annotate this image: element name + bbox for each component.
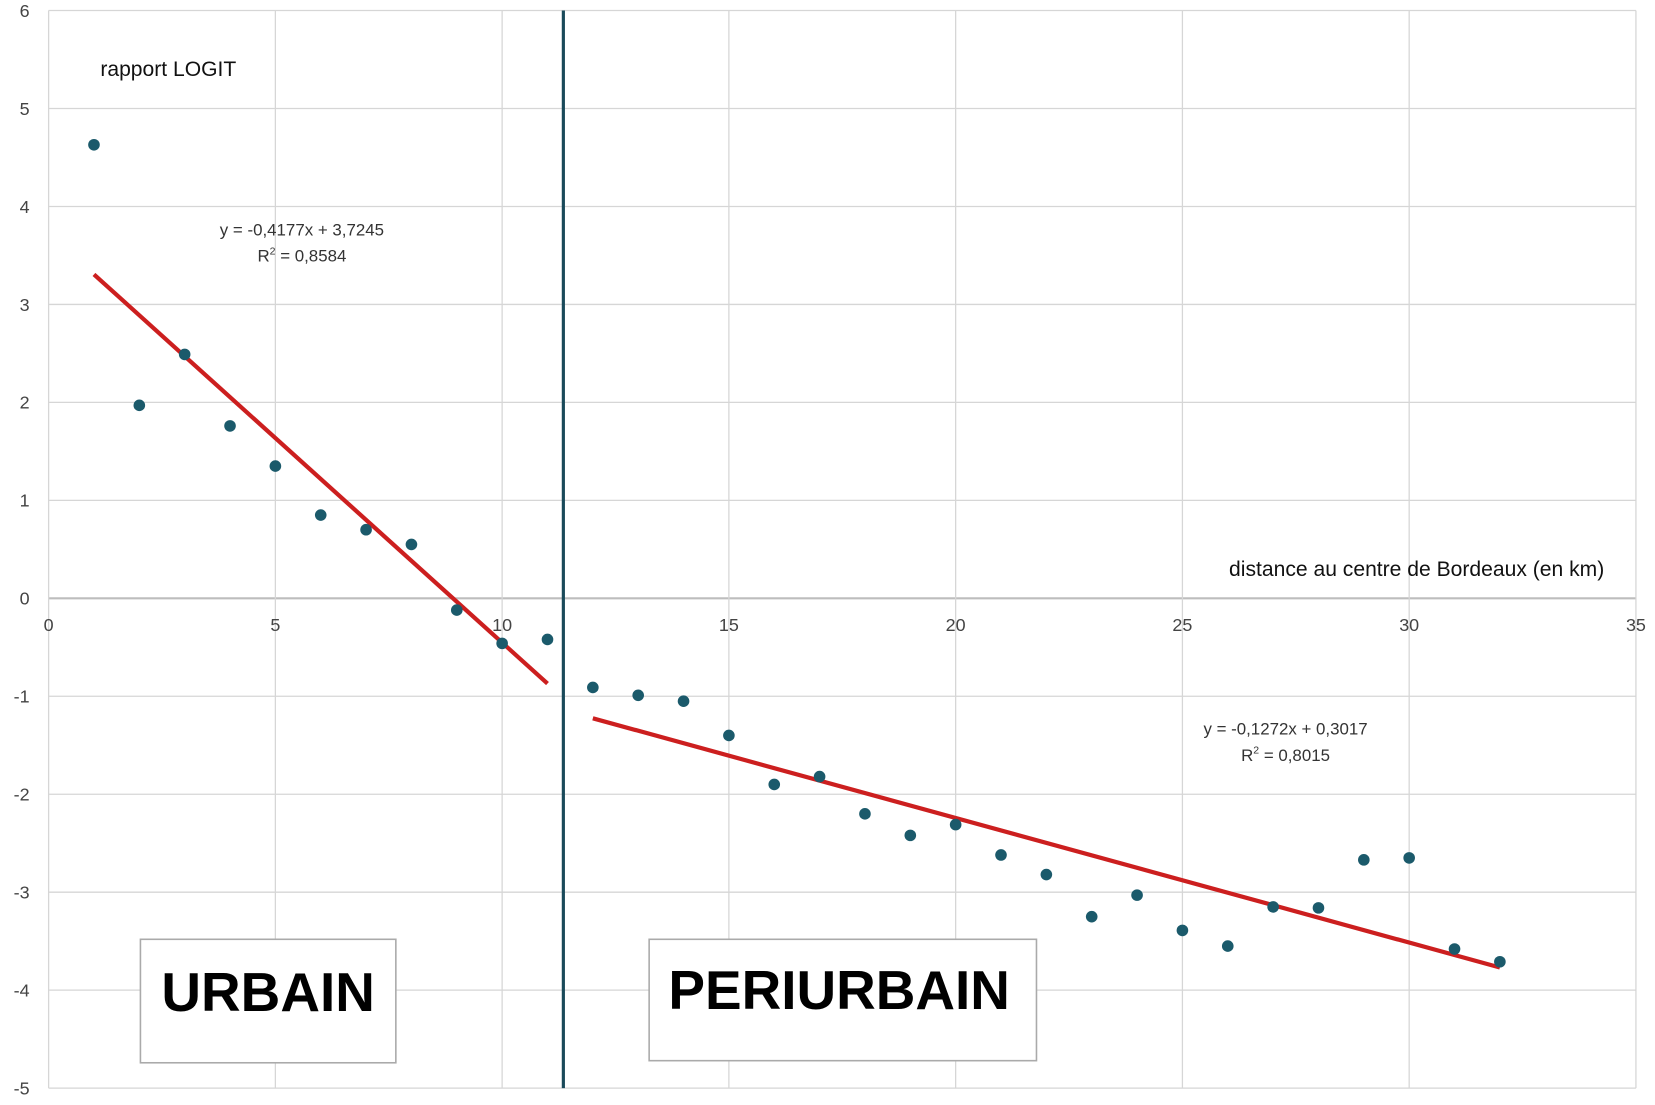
data-point (768, 778, 781, 791)
data-point (677, 695, 690, 707)
data-point (224, 420, 236, 432)
data-point (1448, 943, 1461, 955)
data-point (314, 509, 327, 521)
y-tick-label: 0 (20, 589, 30, 609)
data-point (1312, 902, 1325, 914)
trendline (92, 272, 549, 686)
trend-equation-periurbain: y = -0,1272x + 0,3017 (1203, 720, 1367, 739)
data-point (133, 399, 146, 412)
data-point (587, 681, 599, 694)
data-point (859, 808, 871, 820)
trend-r2-periurbain: R2 = 0,8015 (1241, 745, 1330, 765)
data-point (541, 633, 554, 646)
data-point (995, 849, 1007, 861)
y-tick-label: -3 (14, 883, 30, 903)
x-tick-label: 20 (946, 615, 966, 635)
trendline (592, 716, 1501, 970)
data-point (904, 829, 917, 842)
data-point (1358, 854, 1370, 866)
x-tick-label: 30 (1399, 615, 1419, 635)
y-tick-label: 5 (20, 99, 30, 119)
x-tick-label: 25 (1172, 615, 1192, 635)
x-axis-label: distance au centre de Bordeaux (en km) (1229, 558, 1604, 581)
data-point (1267, 901, 1279, 913)
y-tick-label: 2 (20, 393, 30, 413)
data-point (1494, 955, 1506, 968)
data-point (496, 637, 508, 650)
zone-box-urbain: URBAIN (139, 938, 397, 1064)
x-tick-label: 5 (270, 615, 280, 635)
x-tick-label: 15 (719, 615, 739, 635)
y-axis-label: rapport LOGIT (100, 58, 236, 81)
gridlines (47, 9, 1637, 1089)
data-point (1085, 910, 1098, 923)
data-point (1040, 868, 1053, 881)
y-tick-label: 3 (20, 295, 30, 315)
y-tick-label: -5 (14, 1078, 30, 1098)
y-tick-label: 1 (20, 491, 30, 511)
data-point (1176, 924, 1189, 937)
data-point (360, 523, 372, 536)
data-point (1221, 940, 1234, 952)
x-tick-label: 0 (44, 615, 54, 635)
y-tick-label: 6 (20, 1, 30, 21)
x-tick-label: 35 (1626, 615, 1646, 635)
data-point (450, 604, 463, 616)
data-point (405, 538, 418, 551)
data-point (632, 689, 644, 702)
y-tick-label: -2 (14, 785, 30, 805)
y-tick-label: 4 (20, 197, 30, 217)
trend-equation-urbain: y = -0,4177x + 3,7245 (220, 220, 384, 239)
data-point (723, 729, 735, 742)
zone-label-periurbain: PERIURBAIN (668, 959, 1009, 1021)
data-point (1131, 889, 1143, 901)
data-point (178, 348, 191, 361)
x-tick-label: 10 (492, 615, 512, 635)
data-point (269, 460, 282, 472)
zone-box-periurbain: PERIURBAIN (648, 938, 1038, 1062)
data-point (88, 138, 100, 151)
data-point (813, 770, 826, 783)
data-point (949, 818, 962, 831)
data-points (88, 138, 1506, 968)
data-point (1403, 852, 1415, 864)
trendlines (92, 272, 1501, 970)
trend-r2-urbain: R2 = 0,8584 (257, 245, 346, 265)
zone-label-urbain: URBAIN (161, 961, 374, 1023)
y-tick-label: -1 (14, 687, 30, 707)
y-tick-label: -4 (14, 980, 30, 1000)
